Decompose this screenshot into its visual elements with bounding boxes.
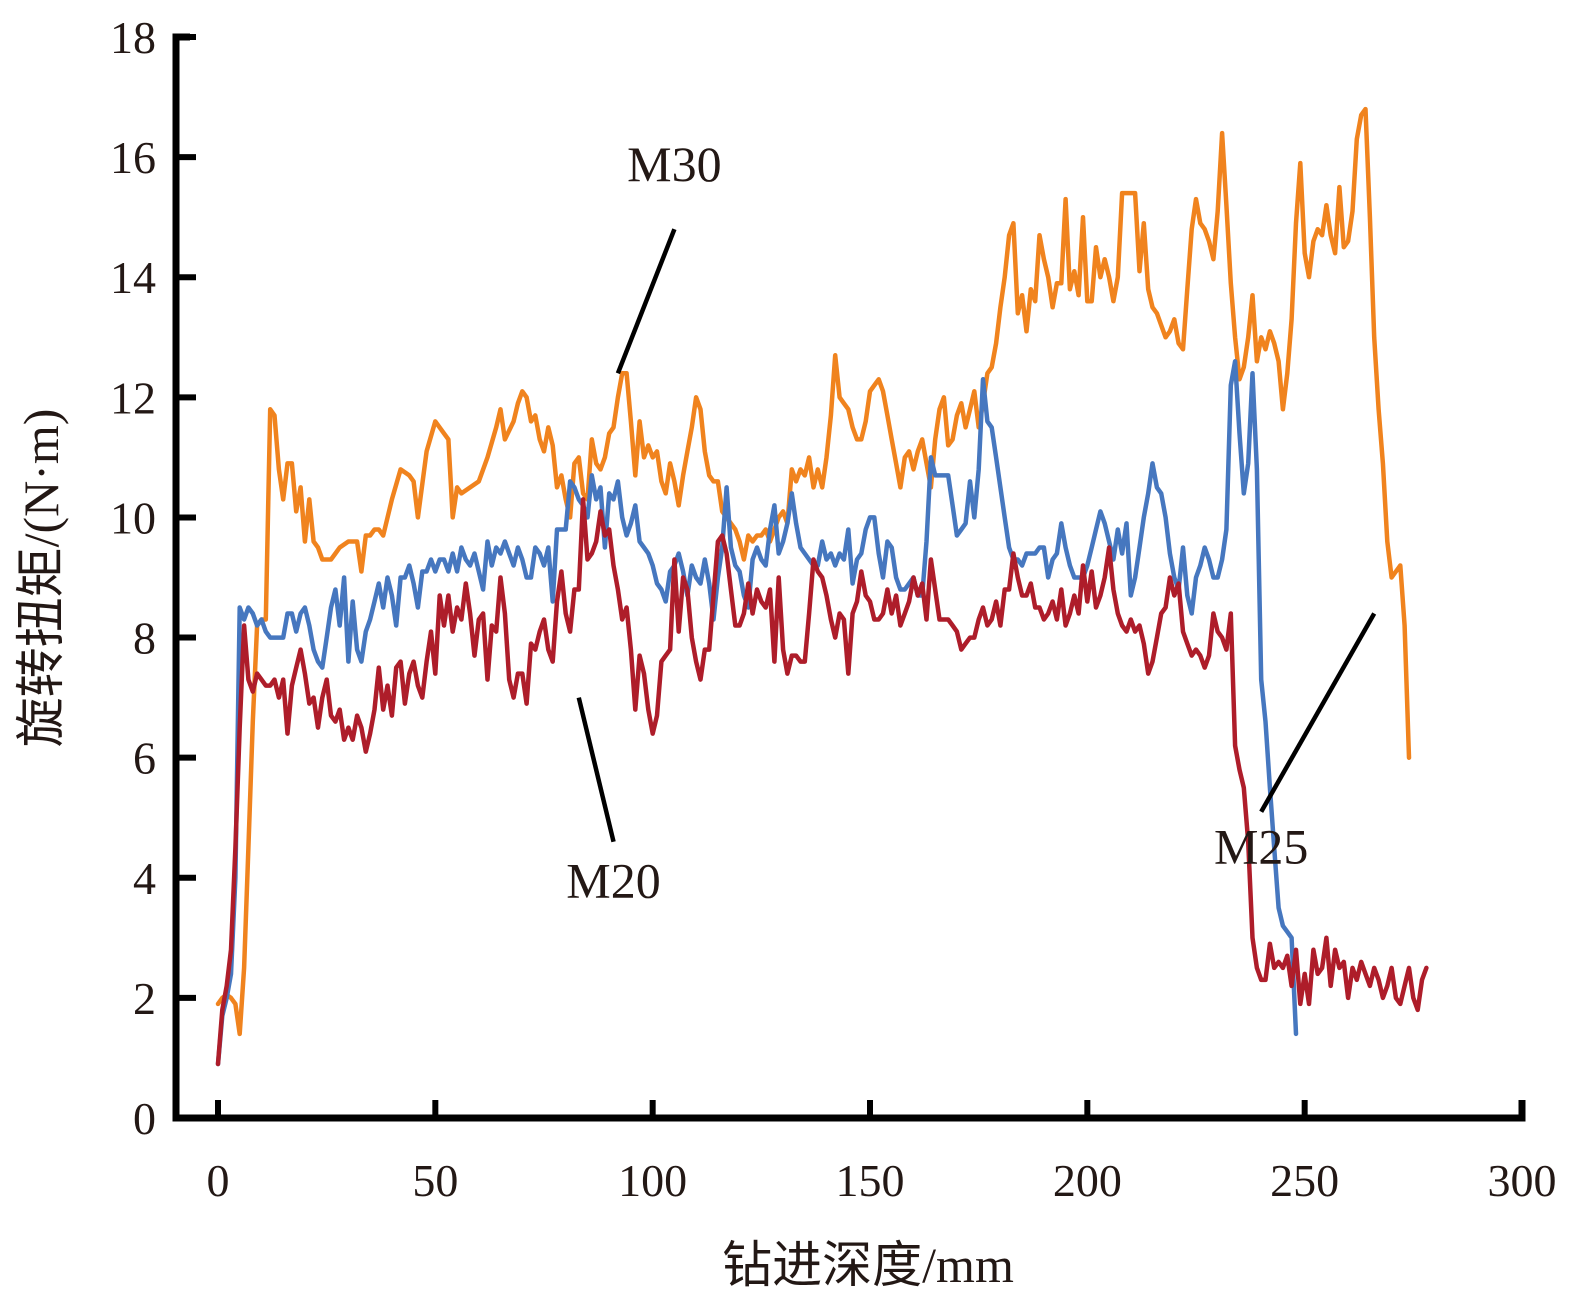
series-line-m30 bbox=[215, 106, 1412, 1037]
annotation-leader-m25 bbox=[1259, 612, 1377, 813]
x-tick-label: 0 bbox=[207, 1155, 230, 1206]
x-tick-label: 250 bbox=[1270, 1155, 1339, 1206]
annotation-label-m20: M20 bbox=[566, 853, 660, 909]
annotations: M30 M20 M25 bbox=[566, 136, 1308, 909]
axes bbox=[172, 33, 1526, 1122]
axis-frame bbox=[172, 33, 1526, 1122]
y-tick-label: 10 bbox=[110, 492, 156, 543]
y-tick-label: 14 bbox=[110, 252, 156, 303]
annotation-label-m25: M25 bbox=[1214, 819, 1308, 875]
x-tick-label: 100 bbox=[618, 1155, 687, 1206]
annotation-leader-m20 bbox=[576, 697, 616, 843]
y-tick-label: 0 bbox=[133, 1093, 156, 1144]
x-axis-title: 钻进深度/mm bbox=[722, 1237, 1014, 1293]
y-ticks: 0 2 4 6 8 10 12 14 16 18 bbox=[110, 12, 196, 1144]
series-line-m20 bbox=[215, 497, 1429, 1067]
series-layer bbox=[215, 106, 1429, 1067]
x-tick-label: 300 bbox=[1488, 1155, 1557, 1206]
x-tick-label: 150 bbox=[836, 1155, 905, 1206]
annotation-leader-m30 bbox=[615, 228, 677, 375]
y-tick-label: 16 bbox=[110, 132, 156, 183]
series-line-m25 bbox=[215, 359, 1299, 1067]
x-ticks: 0 50 100 150 200 250 300 bbox=[207, 1100, 1557, 1206]
y-tick-label: 12 bbox=[110, 372, 156, 423]
annotation-label-m30: M30 bbox=[627, 136, 721, 192]
x-tick-label: 200 bbox=[1053, 1155, 1122, 1206]
y-tick-label: 8 bbox=[133, 613, 156, 664]
y-tick-label: 2 bbox=[133, 973, 156, 1024]
x-tick-label: 50 bbox=[412, 1155, 458, 1206]
y-tick-label: 4 bbox=[133, 853, 156, 904]
y-axis-title: 旋转扭矩/(N·m) bbox=[13, 409, 69, 748]
annotation-leaders bbox=[576, 228, 1377, 843]
y-tick-label: 18 bbox=[110, 12, 156, 63]
y-tick-label: 6 bbox=[133, 733, 156, 784]
